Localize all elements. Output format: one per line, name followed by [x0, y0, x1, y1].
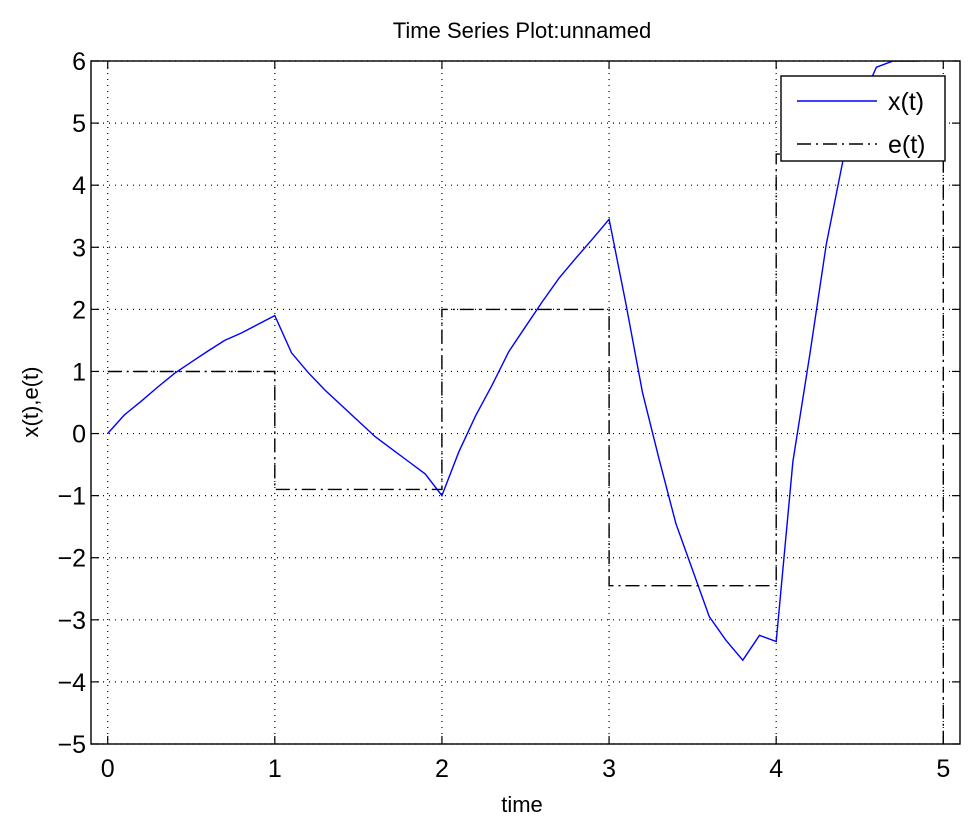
y-tick-label: 4 [72, 172, 86, 200]
x-tick-label: 2 [435, 755, 449, 783]
x-tick-label: 1 [268, 755, 282, 783]
y-axis-label: x(t),e(t) [18, 367, 43, 438]
x-tick-label: 4 [769, 755, 783, 783]
y-tick-label: 0 [72, 421, 86, 449]
legend-label-x: x(t) [888, 88, 924, 116]
y-tick-label: −3 [57, 607, 86, 635]
legend: x(t) e(t) [780, 75, 946, 162]
y-tick-label: −1 [57, 483, 86, 511]
x-tick-label: 0 [101, 755, 115, 783]
y-tick-label: 6 [72, 48, 86, 76]
x-axis-label: time [501, 792, 543, 817]
legend-label-e: e(t) [888, 131, 926, 159]
y-tick-label: −2 [57, 545, 86, 573]
y-tick-label: −5 [57, 731, 86, 759]
legend-box [780, 75, 946, 162]
x-tick-label: 3 [602, 755, 616, 783]
y-axis: −5 −4 −3 −2 −1 0 1 2 3 4 5 6 [57, 48, 960, 759]
plot-area [90, 60, 961, 745]
y-tick-label: −4 [57, 669, 86, 697]
chart-title: Time Series Plot:unnamed [393, 18, 651, 43]
series-line-0 [107, 61, 919, 662]
x-tick-label: 5 [936, 755, 950, 783]
y-tick-label: 1 [72, 358, 86, 386]
y-tick-label: 3 [72, 234, 86, 262]
y-tick-label: 2 [72, 296, 86, 324]
x-axis: 0 1 2 3 4 5 [101, 61, 950, 783]
y-tick-label: 5 [72, 110, 86, 138]
